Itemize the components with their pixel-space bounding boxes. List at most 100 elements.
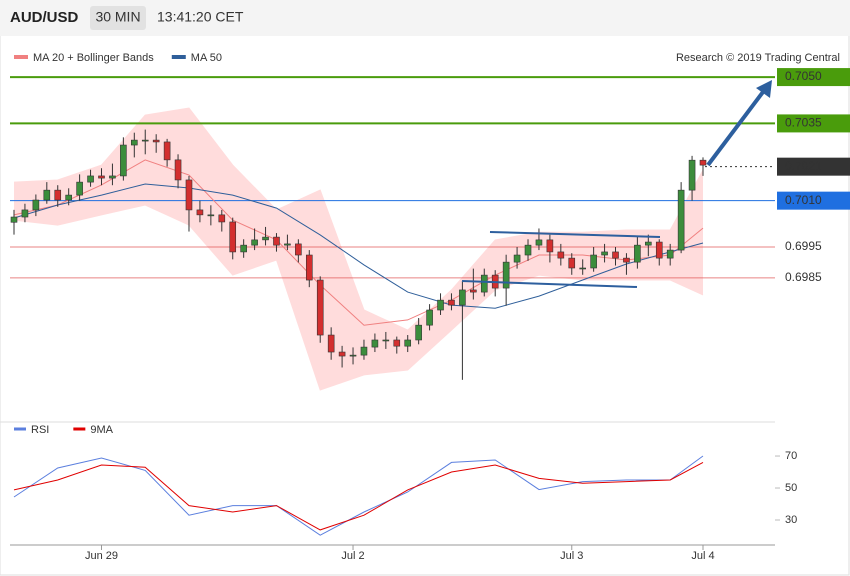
candle-body bbox=[535, 239, 543, 246]
candle-body bbox=[54, 189, 62, 201]
candle-body bbox=[152, 139, 160, 143]
candle-body bbox=[251, 239, 258, 246]
candle-body bbox=[634, 244, 641, 263]
candle-body bbox=[437, 299, 444, 311]
candle-body bbox=[688, 159, 696, 191]
band-lower bbox=[13, 204, 704, 391]
candle-body bbox=[448, 299, 455, 306]
legend-label: MA 50 bbox=[191, 52, 222, 64]
candle-body bbox=[470, 289, 477, 293]
forecast-arrow bbox=[706, 86, 768, 167]
candle-body bbox=[393, 339, 401, 347]
band-upper bbox=[13, 107, 704, 331]
x-tick-label: Jul 4 bbox=[691, 550, 714, 562]
candle-body bbox=[131, 139, 138, 146]
candle-body bbox=[327, 334, 335, 353]
candle-body bbox=[524, 244, 532, 256]
candle-body bbox=[338, 351, 346, 357]
candle-body bbox=[196, 209, 204, 216]
channel-top bbox=[489, 231, 661, 238]
level-badge bbox=[777, 114, 850, 133]
level-label: 0.7050 bbox=[785, 69, 822, 83]
candle-body bbox=[98, 175, 105, 179]
candle-body bbox=[120, 144, 127, 177]
ma-line bbox=[13, 159, 704, 326]
plot-area: 0.7050 0.7035 0.7021 0.7010 0.6995 0.6985 Jun … bbox=[10, 52, 850, 562]
candle-body bbox=[360, 346, 368, 356]
candle-body bbox=[65, 194, 72, 201]
candle-body bbox=[568, 257, 576, 269]
candle-body bbox=[677, 189, 685, 251]
candle-body bbox=[382, 339, 390, 342]
level-badge bbox=[777, 68, 850, 87]
candle-body bbox=[415, 324, 422, 341]
candle-body bbox=[21, 209, 29, 218]
candle-body bbox=[207, 214, 215, 217]
x-tick-label: Jul 2 bbox=[341, 550, 364, 562]
candle-body bbox=[371, 339, 379, 348]
candle-body bbox=[240, 244, 247, 253]
candle-body bbox=[404, 339, 412, 347]
x-tick-label: Jun 29 bbox=[85, 550, 118, 562]
candle-body bbox=[459, 289, 466, 306]
candle-body bbox=[185, 179, 193, 211]
candle-body bbox=[32, 199, 40, 211]
level-label: 0.6995 bbox=[785, 239, 822, 253]
ma-line bbox=[13, 183, 704, 309]
candle-body bbox=[557, 251, 565, 259]
candle-body bbox=[502, 261, 510, 289]
candle-body bbox=[141, 139, 149, 142]
candle-body bbox=[262, 236, 269, 241]
candle-body bbox=[295, 243, 302, 256]
rsi-tick-label: 70 bbox=[785, 450, 797, 462]
candle-body bbox=[546, 239, 554, 253]
interval-box bbox=[90, 6, 146, 30]
candle-body bbox=[426, 309, 433, 326]
candle-body bbox=[623, 257, 630, 263]
candle-body bbox=[666, 249, 674, 259]
time: 13:41:20 CET bbox=[157, 9, 244, 25]
symbol: AUD/USD bbox=[10, 9, 79, 26]
level-badge bbox=[777, 157, 850, 176]
candle-body bbox=[76, 181, 83, 196]
candle-body bbox=[655, 241, 663, 259]
candle-body bbox=[109, 175, 116, 179]
candle-body bbox=[612, 251, 619, 259]
rsi-line bbox=[13, 461, 704, 531]
interval: 30 MIN bbox=[95, 9, 140, 25]
level-label: 0.7035 bbox=[785, 116, 822, 130]
level-label: 0.7010 bbox=[785, 193, 822, 207]
candle-body bbox=[163, 141, 171, 161]
arrow-head bbox=[756, 80, 772, 98]
candle-body bbox=[316, 279, 324, 336]
candle-body bbox=[305, 254, 313, 281]
bollinger-band bbox=[14, 108, 703, 390]
candle-body bbox=[590, 254, 597, 269]
legend-label: MA 20 + Bollinger Bands bbox=[33, 52, 154, 64]
candle-body bbox=[218, 214, 226, 223]
candle-body bbox=[349, 354, 357, 357]
candle-body bbox=[601, 251, 608, 256]
candle-body bbox=[579, 267, 586, 270]
candle-body bbox=[229, 221, 237, 253]
x-tick-label: Jul 3 bbox=[560, 550, 583, 562]
level-badge bbox=[777, 191, 850, 210]
legend-label: RSI bbox=[31, 424, 49, 436]
candle-body bbox=[645, 241, 652, 246]
candle-body bbox=[699, 159, 707, 166]
legend-label: 9MA bbox=[90, 424, 113, 436]
rsi-tick-label: 30 bbox=[785, 514, 797, 526]
candle-body bbox=[513, 254, 521, 263]
level-label: 0.6985 bbox=[785, 270, 822, 284]
channel-bottom bbox=[461, 280, 638, 288]
candle-body bbox=[273, 236, 280, 246]
candle-body bbox=[43, 189, 51, 201]
candle-body bbox=[87, 175, 94, 183]
level-label: 0.7021 bbox=[785, 159, 822, 173]
candle-body bbox=[10, 216, 18, 223]
rsi-tick-label: 50 bbox=[785, 482, 797, 494]
candle-body bbox=[284, 243, 291, 246]
